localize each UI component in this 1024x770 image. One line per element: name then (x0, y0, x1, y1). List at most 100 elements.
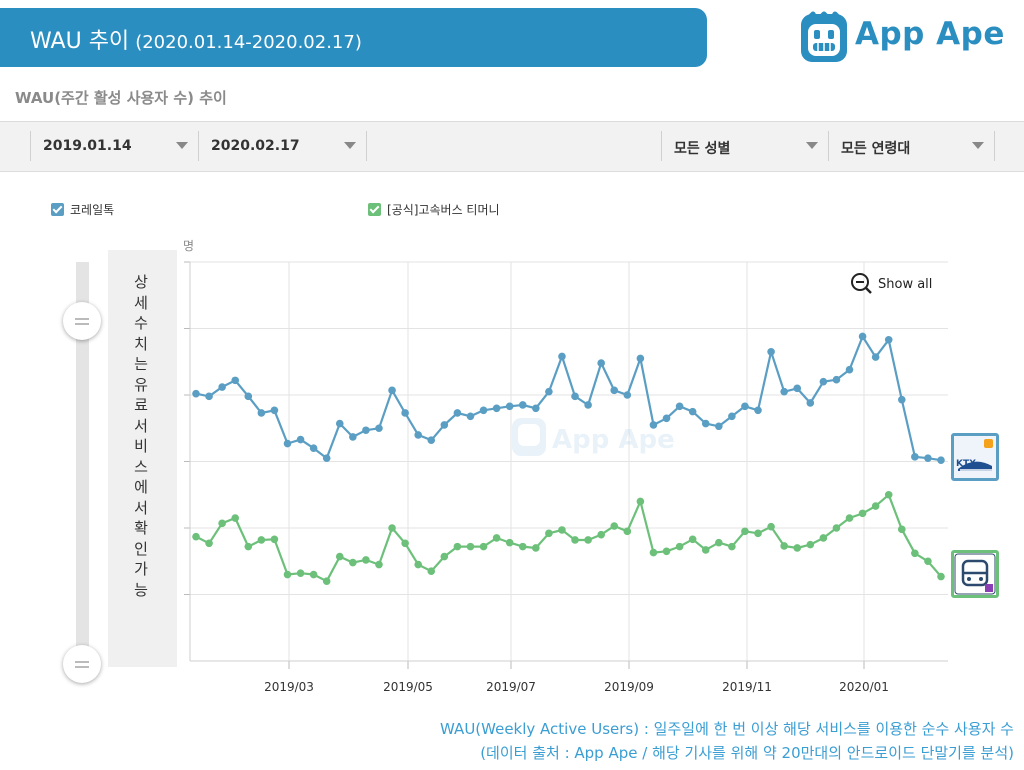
start-date-select[interactable]: 2019.01.14 (30, 131, 198, 161)
zoom-slider-handle-top[interactable] (63, 302, 101, 340)
zoom-slider-handle-bottom[interactable] (63, 645, 101, 683)
data-point-1 (244, 542, 253, 551)
data-point-0 (584, 401, 592, 409)
page-title-text: WAU 추이 (30, 29, 130, 54)
legend-item-tmoney[interactable]: [공식]고속버스 티머니 (368, 201, 500, 218)
data-point-0 (701, 419, 710, 428)
data-point-1 (375, 560, 383, 569)
data-point-1 (518, 542, 527, 551)
filter-divider (366, 131, 367, 161)
data-point-1 (884, 490, 893, 499)
data-point-0 (205, 392, 213, 401)
chevron-down-icon (972, 142, 984, 149)
end-date-select[interactable]: 2020.02.17 (198, 131, 366, 161)
chevron-down-icon (176, 142, 188, 149)
app-ape-logo: App Ape (799, 10, 1019, 66)
zoom-out-icon (851, 273, 872, 294)
x-tick-label: 2019/11 (722, 680, 772, 694)
data-point-0 (375, 424, 383, 433)
data-point-0 (309, 444, 318, 453)
data-point-0 (845, 365, 854, 374)
data-point-1 (897, 525, 906, 534)
data-point-0 (283, 439, 292, 448)
data-point-0 (440, 421, 449, 429)
data-point-0 (427, 436, 436, 445)
data-point-1 (845, 514, 854, 522)
bus-icon (951, 550, 999, 598)
data-point-0 (492, 404, 501, 413)
bus-glyph-icon (954, 553, 996, 595)
data-point-1 (192, 532, 200, 541)
chevron-down-icon (806, 142, 818, 149)
data-point-0 (911, 453, 919, 461)
data-point-0 (218, 383, 226, 391)
data-point-1 (453, 542, 462, 551)
data-point-1 (532, 544, 540, 552)
data-point-1 (309, 570, 318, 579)
data-point-1 (767, 522, 775, 531)
footnote-wau-definition: WAU(Weekly Active Users) : 일주일에 한 번 이상 해… (440, 720, 1014, 738)
data-point-0 (296, 435, 305, 444)
data-point-0 (505, 402, 514, 411)
data-point-1 (362, 556, 370, 564)
data-point-0 (793, 384, 802, 393)
data-point-1 (688, 535, 697, 544)
data-point-1 (584, 536, 592, 544)
data-point-0 (466, 412, 475, 421)
data-point-0 (767, 347, 775, 356)
data-point-1 (911, 549, 919, 558)
legend-label-tmoney: [공식]고속버스 티머니 (387, 203, 500, 217)
data-point-0 (453, 409, 462, 417)
age-value: 모든 연령대 (841, 141, 911, 157)
data-point-1 (322, 577, 331, 585)
zoom-slider-track[interactable] (76, 262, 89, 662)
watermark-text: App Ape (552, 425, 675, 455)
x-tick-label: 2019/03 (264, 680, 314, 694)
watermark-mascot-face (518, 424, 540, 446)
show-all-button[interactable]: Show all (850, 272, 932, 294)
data-point-1 (558, 526, 566, 534)
data-point-0 (662, 414, 671, 423)
page-title-range: (2020.01.14-2020.02.17) (135, 32, 362, 53)
gender-select[interactable]: 모든 성별 (661, 131, 828, 161)
data-point-0 (688, 407, 697, 416)
data-point-0 (897, 395, 906, 404)
data-point-0 (937, 456, 945, 464)
train-glyph-icon: KTX (956, 439, 993, 471)
chart-subtitle: WAU(주간 활성 사용자 수) 추이 (15, 89, 227, 107)
data-point-1 (780, 542, 788, 550)
data-point-1 (401, 539, 409, 548)
app-ape-watermark: App Ape (512, 418, 675, 456)
data-point-0 (610, 386, 619, 395)
x-tick-label: 2019/05 (383, 680, 433, 694)
age-select[interactable]: 모든 연령대 (828, 131, 995, 161)
data-point-1 (505, 538, 514, 547)
data-point-1 (427, 567, 436, 576)
data-point-1 (610, 522, 619, 530)
data-point-1 (283, 570, 292, 579)
legend-label-korail: 코레일톡 (70, 203, 115, 217)
check-icon[interactable] (51, 203, 64, 216)
check-icon[interactable] (368, 203, 381, 216)
x-tick-label: 2020/01 (839, 680, 889, 694)
data-point-0 (231, 376, 240, 385)
data-point-1 (492, 534, 501, 542)
premium-notice-text: 상세수치는 유료서비스에서 확인가능 (134, 273, 148, 599)
data-point-1 (479, 542, 488, 551)
data-point-0 (545, 387, 553, 396)
data-point-1 (571, 536, 579, 544)
start-date-value: 2019.01.14 (43, 138, 132, 154)
legend-item-korail[interactable]: 코레일톡 (51, 201, 114, 218)
data-point-1 (871, 502, 880, 510)
data-point-1 (270, 535, 279, 544)
data-point-1 (636, 497, 645, 506)
data-point-0 (401, 409, 409, 417)
chevron-down-icon (344, 142, 356, 149)
chart-grid (184, 261, 948, 661)
data-point-0 (597, 359, 605, 367)
data-point-1 (649, 548, 658, 557)
data-point-1 (715, 538, 723, 547)
data-point-0 (924, 454, 932, 462)
data-point-1 (819, 534, 828, 542)
